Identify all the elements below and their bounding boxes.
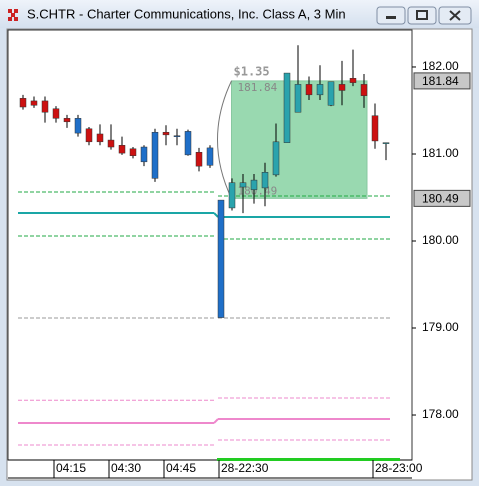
candle-body	[30, 100, 38, 106]
candle-body	[382, 142, 390, 144]
candle-body	[85, 128, 93, 143]
x-tick-label: 28-22:30	[221, 461, 269, 475]
overlay-step	[213, 212, 219, 218]
candle-body	[250, 179, 258, 190]
candle-body	[294, 84, 302, 113]
candle-body	[162, 131, 170, 136]
y-tick-label: 181.00	[422, 146, 459, 160]
candle-body	[327, 81, 335, 106]
x-tick-label: 28-23:00	[375, 461, 423, 475]
x-tick-label: 04:15	[56, 461, 86, 475]
candle-body	[217, 199, 225, 318]
price-tag	[413, 189, 471, 207]
price-tag	[413, 72, 471, 90]
window-title: S.CHTR - Charter Communications, Inc. Cl…	[27, 6, 346, 21]
price-tag-label: 181.84	[422, 74, 459, 88]
y-tick-label: 178.00	[422, 407, 459, 421]
candle-body	[305, 84, 313, 96]
app-icon	[8, 9, 18, 21]
minimize-button[interactable]	[376, 6, 406, 25]
session-bar	[217, 458, 400, 461]
candle-body	[283, 72, 291, 143]
candle-body	[52, 108, 60, 119]
candle-body	[349, 78, 357, 83]
candle-body	[41, 100, 49, 113]
x-tick-label: 04:30	[111, 461, 141, 475]
candle-body	[107, 139, 115, 148]
candle-body	[272, 141, 280, 176]
candle-body	[261, 172, 269, 189]
candle-body	[74, 118, 82, 134]
y-tick-label: 182.00	[422, 59, 459, 73]
candle-body	[96, 133, 104, 143]
price-tag-label: 180.49	[422, 192, 459, 206]
candle-body	[184, 131, 192, 156]
candle-body	[195, 151, 203, 167]
candle-body	[239, 182, 247, 188]
candle-body	[173, 135, 181, 137]
x-tick-label: 04:45	[166, 461, 196, 475]
overlay-step	[213, 418, 219, 424]
y-tick-label: 180.00	[422, 233, 459, 247]
y-tick-label: 179.00	[422, 320, 459, 334]
restore-button[interactable]	[407, 6, 437, 25]
measure-high: 181.84	[238, 81, 278, 94]
candle-body	[118, 145, 126, 154]
measure-arc	[217, 80, 232, 199]
candle-body	[19, 98, 27, 108]
candle-body	[140, 146, 148, 163]
candle-body	[228, 182, 236, 209]
candle-body	[206, 147, 214, 166]
candle-body	[129, 148, 137, 156]
candle-body	[338, 84, 346, 91]
close-button[interactable]	[438, 6, 472, 25]
measure-change: $1.35	[234, 64, 270, 78]
candle-body	[360, 84, 368, 96]
candle-body	[63, 118, 71, 123]
candle-body	[151, 131, 159, 179]
candle-body	[371, 115, 379, 142]
candle-body	[316, 84, 324, 96]
